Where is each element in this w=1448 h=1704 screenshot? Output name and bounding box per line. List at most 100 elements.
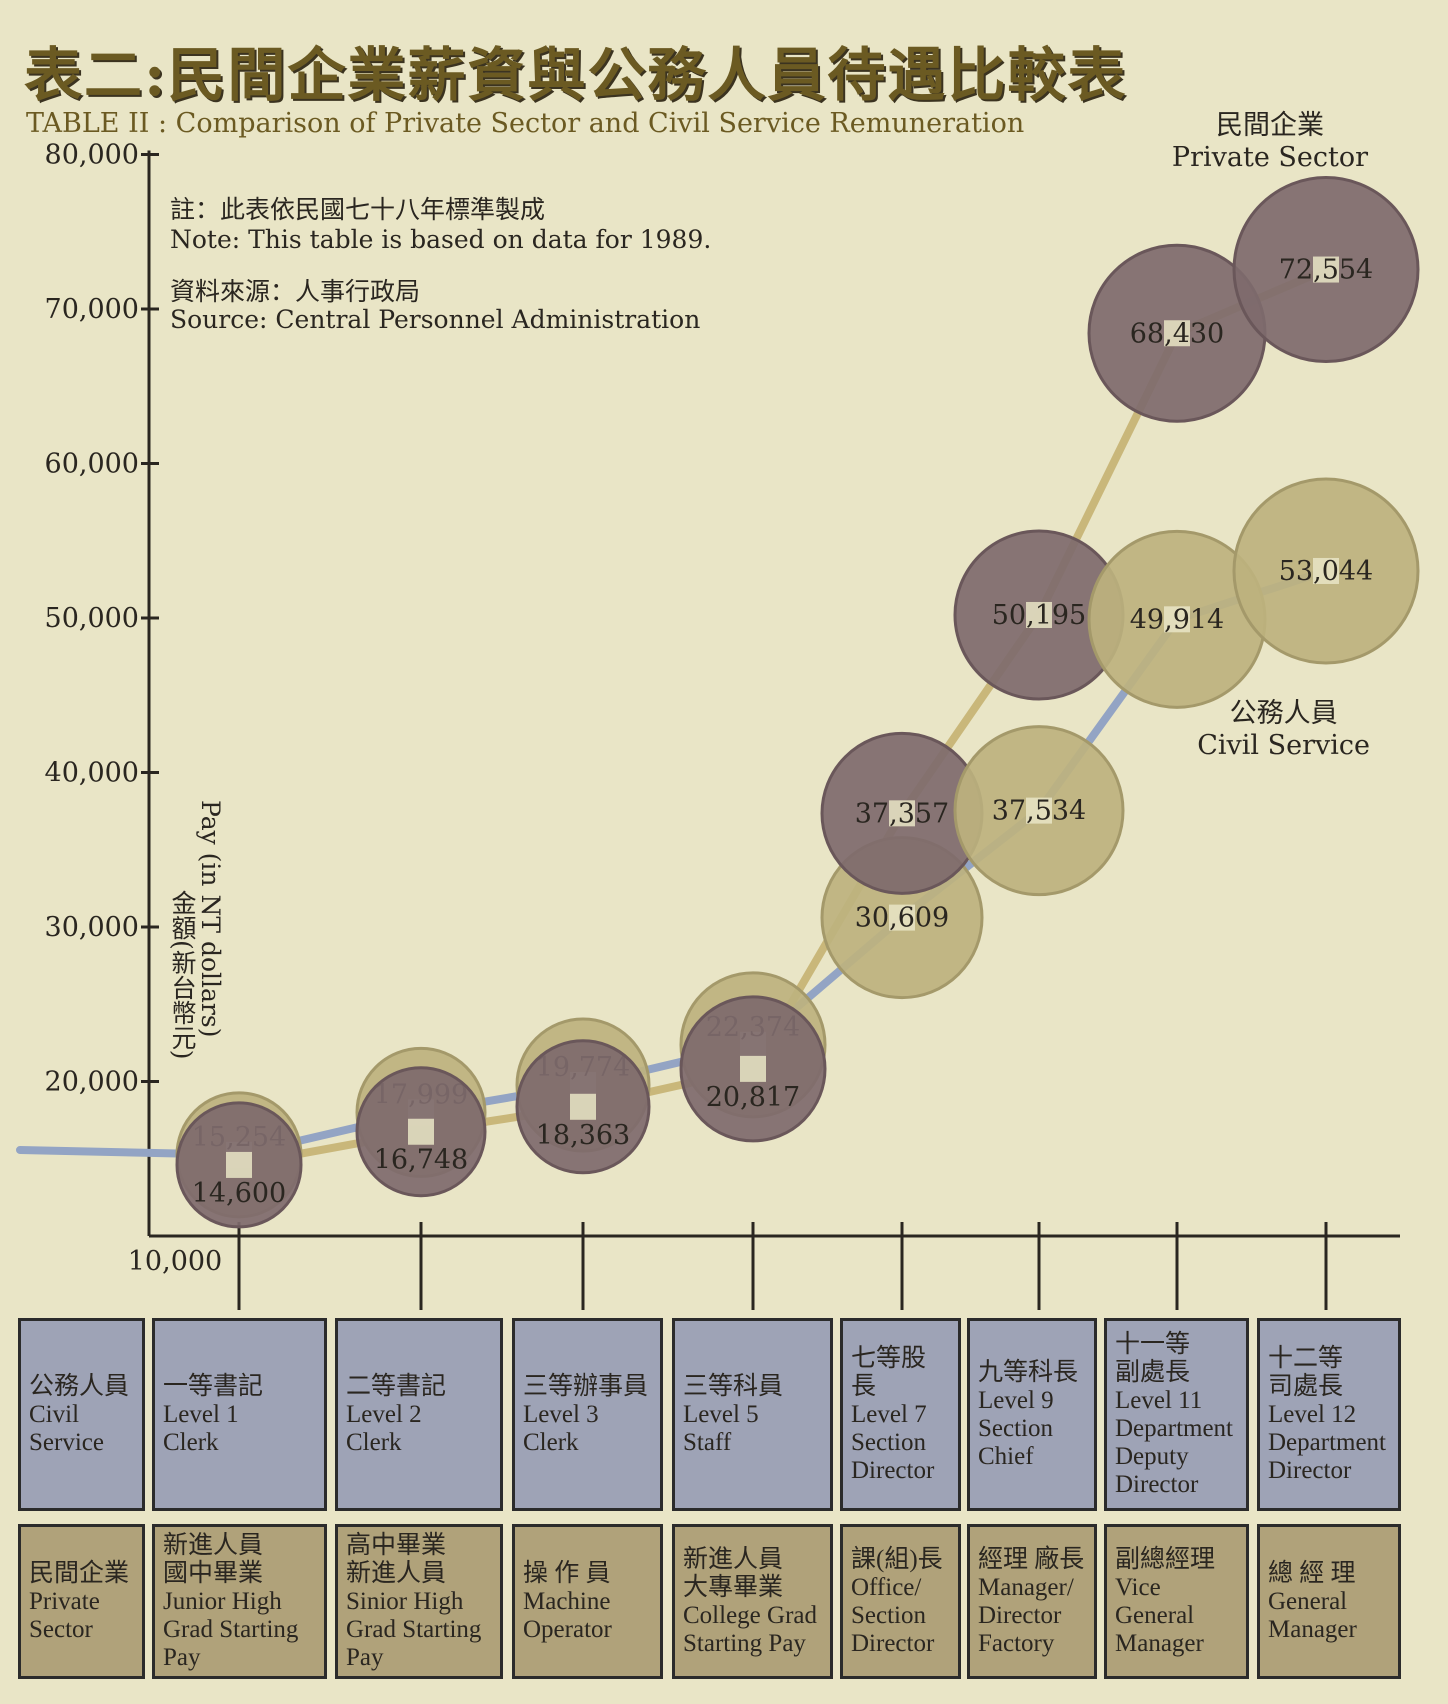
cell-line: Director: [978, 1601, 1062, 1629]
cell-line: Starting Pay: [683, 1629, 806, 1657]
private-data-label: 68,430: [1130, 318, 1224, 349]
coin-hole: [1313, 256, 1339, 283]
note-en: Note: This table is based on data for 19…: [170, 225, 712, 254]
cell-line: Director: [851, 1456, 935, 1484]
y-tick-label: 50,000: [45, 603, 139, 634]
private-cell: 總 經 理 General Manager: [1257, 1524, 1401, 1679]
private-cell: 新進人員 大專畢業 College Grad Starting Pay: [672, 1524, 833, 1679]
civil-cell: 九等科長 Level 9 Section Chief: [967, 1318, 1097, 1511]
legend-civil-en: Civil Service: [1197, 730, 1370, 761]
cell-line: 三等辦事員: [523, 1372, 649, 1400]
cell-line: 九等科長: [978, 1358, 1079, 1386]
source-en: Source: Central Personnel Administration: [170, 305, 701, 334]
cell-line: Level 2: [346, 1400, 422, 1428]
coin-hole: [1026, 797, 1052, 824]
cell-line: Operator: [523, 1615, 612, 1643]
cell-line: 課(組)長: [851, 1545, 943, 1573]
cell-line: Chief: [978, 1442, 1034, 1470]
cell-line: Sinior High: [346, 1587, 464, 1615]
cell-line: 操 作 員: [523, 1559, 611, 1587]
legend-civil-zh: 公務人員: [1229, 698, 1338, 729]
coin-hole: [408, 1118, 434, 1145]
cell-line: 新進人員: [683, 1545, 784, 1573]
page-title-zh: 表二:民間企業薪資與公務人員待遇比較表: [24, 41, 1128, 109]
legend-private: 民間企業 Private Sector: [1172, 110, 1368, 174]
private-data-label: 20,817: [706, 1082, 800, 1113]
private-cell: 高中畢業 新進人員 Sinior High Grad Starting Pay: [335, 1524, 503, 1679]
coin-hole: [226, 1151, 252, 1178]
cell-line: Clerk: [523, 1428, 579, 1456]
cell-line: 經理 廠長: [978, 1545, 1085, 1573]
private-cell: 副總經理 Vice General Manager: [1104, 1524, 1249, 1679]
cell-line: Machine: [523, 1587, 611, 1615]
coin-hole: [889, 904, 915, 931]
private-data-label: 50,195: [992, 600, 1086, 631]
cell-line: 大專畢業: [683, 1573, 784, 1601]
cell-line: Level 11: [1115, 1386, 1203, 1414]
cell-line: Section: [978, 1414, 1053, 1442]
civil-cell: 二等書記 Level 2 Clerk: [335, 1318, 503, 1511]
coin-hole: [740, 1055, 766, 1082]
civil-data-label: 49,914: [1130, 604, 1224, 635]
civil-cell: 三等辦事員 Level 3 Clerk: [512, 1318, 663, 1511]
cell-line: Office/: [851, 1573, 922, 1601]
cell-line: 新進人員: [346, 1559, 447, 1587]
private-data-label: 18,363: [536, 1120, 630, 1151]
cell-line: Level 9: [978, 1386, 1054, 1414]
y-axis-title-zh: 金額(新台幣元): [168, 890, 197, 1060]
cell-line: 一等書記: [163, 1372, 264, 1400]
civil-cell: 三等科員 Level 5 Staff: [672, 1318, 833, 1511]
cell-line: General: [1115, 1601, 1195, 1629]
cell-line: Department: [1115, 1414, 1234, 1442]
cell-line: Level 3: [523, 1400, 599, 1428]
cell-line: Factory: [978, 1629, 1055, 1657]
private-cell: 民間企業 Private Sector: [18, 1524, 145, 1679]
civil-cell: 一等書記 Level 1 Clerk: [152, 1318, 327, 1511]
y-axis-title: Pay (in NT dollars): [196, 800, 225, 1038]
civil-cell: 十一等 副處長 Level 11 Department Deputy Director: [1104, 1318, 1249, 1511]
cell-line: Clerk: [163, 1428, 219, 1456]
legend-private-zh: 民間企業: [1215, 110, 1324, 141]
legend-private-en: Private Sector: [1171, 142, 1368, 173]
cell-line: College Grad: [683, 1601, 817, 1629]
cell-line: Sector: [29, 1615, 93, 1643]
coin-hole: [1164, 606, 1190, 633]
civil-cell: 七等股長 Level 7 Section Director: [840, 1318, 961, 1511]
y-tick-label: 40,000: [45, 758, 139, 789]
cell-line: Level 12: [1268, 1400, 1357, 1428]
note-zh: 註：此表依民國七十八年標準製成: [170, 195, 546, 224]
private-data-label: 37,357: [855, 798, 949, 829]
cell-line: 公務人員: [29, 1372, 130, 1400]
cell-line: Vice: [1115, 1573, 1161, 1601]
private-cell: 操 作 員 Machine Operator: [512, 1524, 663, 1679]
coin-hole: [889, 800, 915, 827]
coin-hole: [1164, 320, 1190, 347]
private-cell: 經理 廠長 Manager/Director Factory: [967, 1524, 1097, 1679]
cell-line: Civil: [29, 1400, 80, 1428]
cell-line: 十一等: [1115, 1330, 1191, 1358]
private-cell: 課(組)長 Office/Section Director: [840, 1524, 961, 1679]
cell-line: 國中畢業: [163, 1559, 264, 1587]
cell-line: General: [1268, 1587, 1348, 1615]
coin-hole: [1313, 557, 1339, 584]
cell-line: 副總經理: [1115, 1545, 1216, 1573]
civil-data-label: 53,044: [1279, 556, 1373, 587]
cell-line: 總 經 理: [1268, 1559, 1356, 1587]
civil-data-label: 37,534: [992, 796, 1086, 827]
private-data-label: 16,748: [374, 1145, 468, 1176]
cell-line: Pay: [346, 1643, 384, 1671]
cell-line: 二等書記: [346, 1372, 447, 1400]
cell-line: Director: [1115, 1470, 1199, 1498]
cell-line: Director: [851, 1629, 935, 1657]
cell-line: Junior High: [163, 1587, 282, 1615]
private-data-label: 14,600: [192, 1178, 286, 1209]
cell-line: Grad Starting: [163, 1615, 299, 1643]
cell-line: 高中畢業: [346, 1531, 447, 1559]
cell-line: 新進人員: [163, 1531, 264, 1559]
source-zh: 資料來源：人事行政局: [170, 277, 421, 306]
private-data-label: 72,554: [1279, 255, 1373, 286]
cell-line: Section: [851, 1428, 926, 1456]
private-cell: 新進人員 國中畢業 Junior High Grad Starting Pay: [152, 1524, 327, 1679]
cell-line: Clerk: [346, 1428, 402, 1456]
